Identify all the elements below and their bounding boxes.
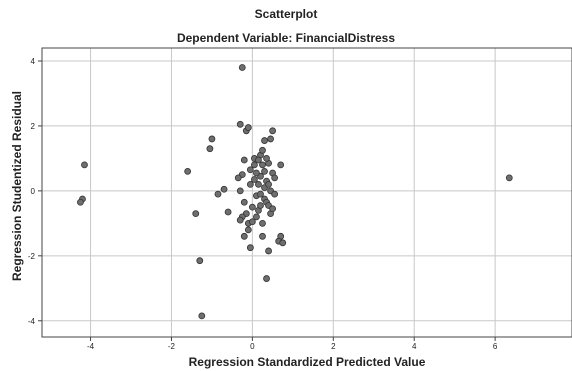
x-tick-label: -4 bbox=[87, 342, 95, 351]
data-point bbox=[255, 180, 262, 188]
data-point bbox=[236, 120, 244, 128]
data-point bbox=[244, 124, 252, 131]
data-point bbox=[248, 203, 256, 211]
data-point bbox=[198, 312, 206, 320]
data-point bbox=[255, 156, 262, 164]
data-point bbox=[265, 180, 272, 188]
data-point bbox=[240, 156, 248, 164]
data-point bbox=[224, 208, 232, 216]
y-axis-label: Regression Studentized Residual bbox=[10, 90, 24, 282]
data-point bbox=[236, 187, 244, 195]
y-tick-label: 0 bbox=[31, 187, 36, 196]
data-point bbox=[240, 198, 248, 206]
data-point bbox=[248, 218, 256, 226]
data-point bbox=[244, 226, 252, 234]
data-point bbox=[240, 232, 248, 240]
data-point bbox=[236, 216, 244, 224]
x-tick-label: 6 bbox=[493, 342, 498, 351]
x-axis-label: Regression Standardized Predicted Value bbox=[188, 355, 426, 369]
data-point bbox=[257, 202, 264, 209]
data-point bbox=[246, 166, 254, 174]
data-point bbox=[265, 247, 272, 255]
data-point bbox=[259, 219, 266, 227]
data-point bbox=[251, 161, 258, 169]
data-point bbox=[192, 210, 200, 218]
data-point bbox=[271, 174, 279, 182]
x-tick-label: 0 bbox=[250, 342, 255, 351]
point-layer bbox=[77, 64, 513, 320]
x-tick-label: -2 bbox=[168, 342, 176, 351]
y-tick-label: -2 bbox=[28, 252, 36, 261]
data-point bbox=[259, 161, 266, 169]
data-point bbox=[206, 145, 214, 153]
x-tick-label: 2 bbox=[331, 342, 336, 351]
x-tick-label: 4 bbox=[412, 342, 417, 351]
data-point bbox=[251, 176, 258, 183]
data-point bbox=[279, 239, 287, 247]
data-point bbox=[505, 174, 513, 182]
data-point bbox=[277, 161, 285, 169]
data-point bbox=[81, 161, 88, 169]
data-point bbox=[271, 190, 279, 198]
data-point bbox=[234, 174, 242, 182]
data-point bbox=[214, 190, 222, 198]
data-point bbox=[253, 169, 260, 177]
data-point bbox=[246, 180, 254, 188]
data-point bbox=[259, 146, 266, 154]
data-point bbox=[263, 155, 270, 162]
y-tick-label: 2 bbox=[31, 122, 36, 131]
data-point bbox=[261, 167, 268, 175]
data-point bbox=[238, 64, 246, 71]
data-point bbox=[253, 213, 260, 221]
data-point bbox=[208, 135, 216, 143]
data-point bbox=[196, 257, 204, 265]
y-tick-label: -4 bbox=[28, 317, 36, 326]
data-point bbox=[259, 232, 266, 240]
tick-layer: -4 -2 0 2 4 6 -4 -2 0 2 4 bbox=[28, 57, 498, 351]
data-point bbox=[257, 190, 264, 198]
data-point bbox=[269, 205, 277, 213]
data-point bbox=[220, 185, 228, 193]
plot-frame bbox=[41, 47, 572, 338]
chart-title: Scatterplot bbox=[254, 7, 318, 21]
data-point bbox=[77, 198, 84, 206]
grid-layer bbox=[42, 48, 572, 337]
data-point bbox=[261, 137, 268, 144]
chart-subtitle: Dependent Variable: FinancialDistress bbox=[176, 31, 396, 45]
data-point bbox=[246, 244, 254, 252]
data-point bbox=[267, 135, 274, 143]
data-point bbox=[184, 167, 192, 175]
y-tick-label: 4 bbox=[31, 57, 36, 66]
data-point bbox=[269, 127, 277, 135]
data-point bbox=[263, 275, 270, 282]
